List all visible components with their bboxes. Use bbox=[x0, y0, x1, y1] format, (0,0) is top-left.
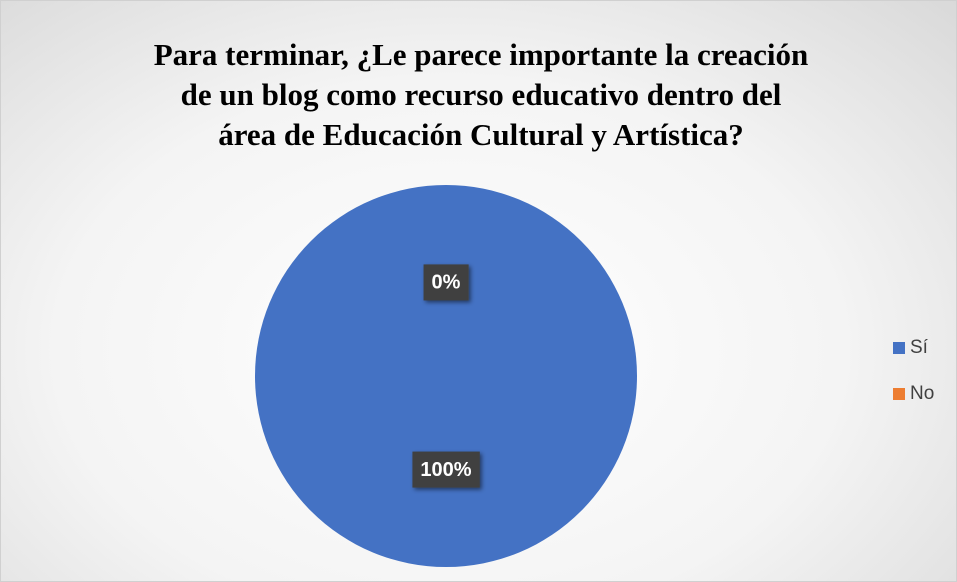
legend-label: No bbox=[910, 383, 934, 404]
legend-label: Sí bbox=[910, 337, 929, 358]
data-label: 100% bbox=[420, 459, 471, 481]
data-label-box bbox=[412, 451, 480, 488]
data-label: 0% bbox=[432, 272, 461, 294]
data-label-box bbox=[423, 264, 469, 301]
legend-swatch bbox=[893, 342, 905, 354]
pie-slice bbox=[255, 185, 637, 567]
legend-swatch bbox=[893, 388, 905, 400]
chart-title: Para terminar, ¿Le parece importante la … bbox=[153, 37, 809, 152]
